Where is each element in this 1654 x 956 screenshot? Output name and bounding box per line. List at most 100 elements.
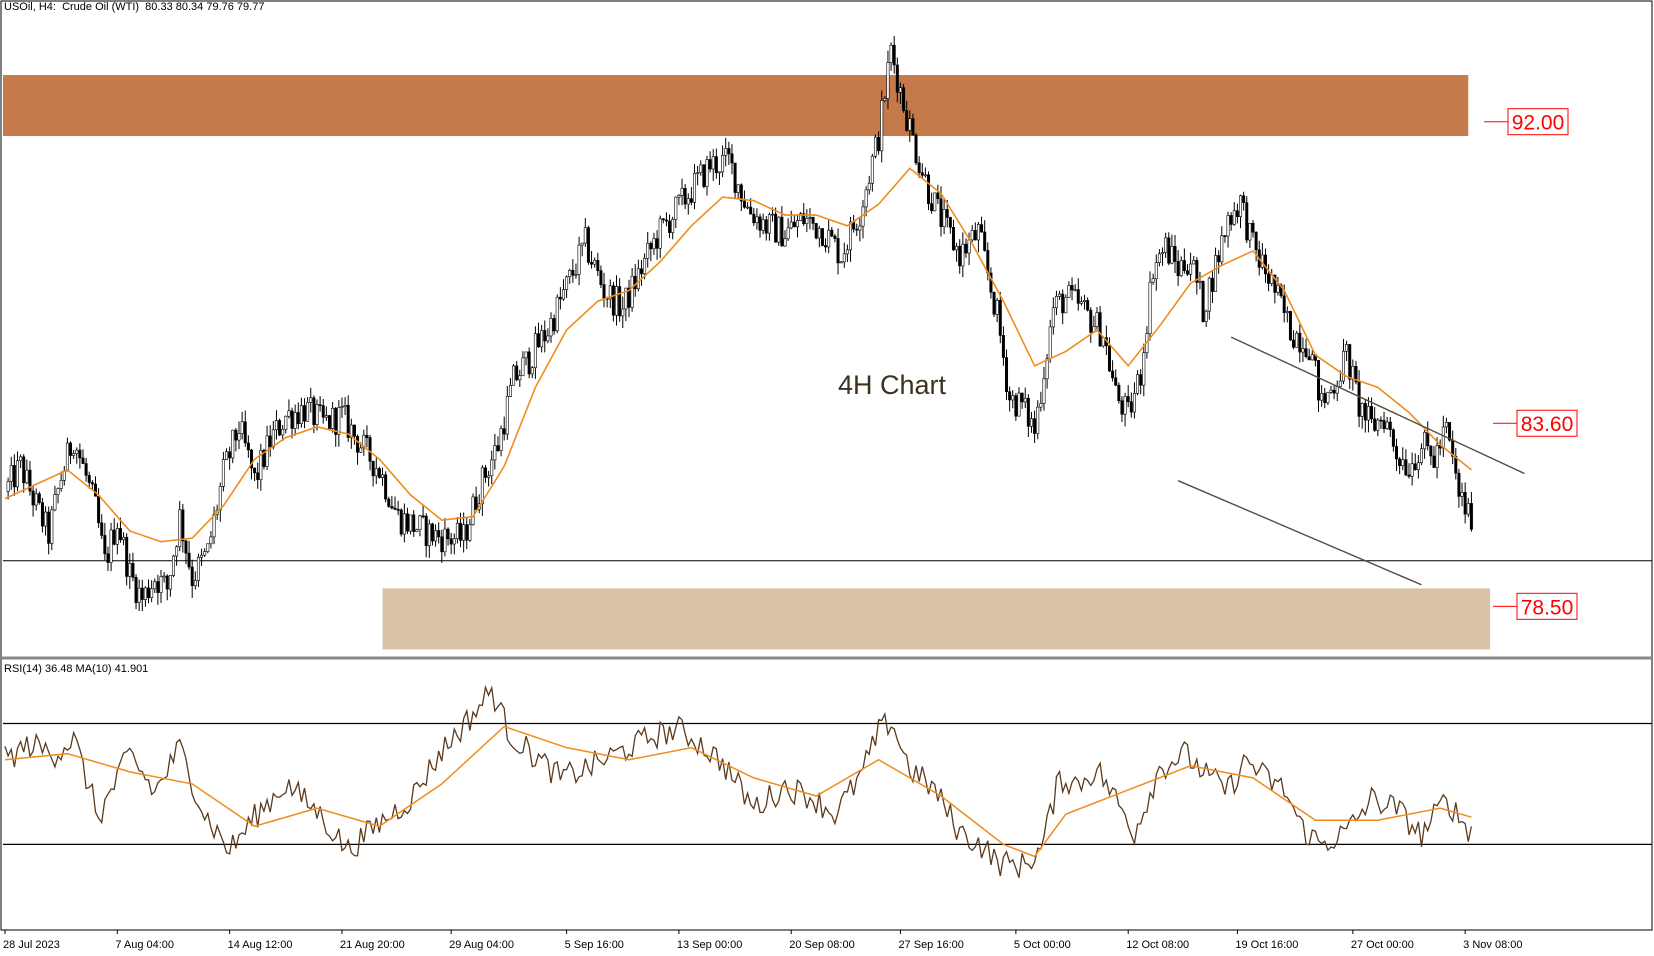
candle-body xyxy=(137,587,141,603)
candle-body xyxy=(1282,295,1286,313)
candle-body xyxy=(1132,392,1136,413)
candle-body xyxy=(1111,370,1115,379)
candle-body xyxy=(159,576,163,593)
candle-body xyxy=(524,351,528,359)
candle-body xyxy=(122,536,126,541)
candle-body xyxy=(802,213,806,224)
candle-body xyxy=(1033,418,1037,434)
candle-body xyxy=(1226,215,1230,237)
candle-body xyxy=(405,513,409,532)
x-tick-label: 12 Oct 08:00 xyxy=(1126,939,1189,951)
candle-body xyxy=(855,228,859,231)
candle-body xyxy=(1345,344,1349,352)
candle-body xyxy=(449,538,453,545)
candle-body xyxy=(487,475,491,478)
candle-body xyxy=(134,577,138,603)
candle-body xyxy=(615,286,619,316)
candle-body xyxy=(396,509,400,511)
candle-body xyxy=(749,206,753,215)
candle-body xyxy=(543,330,547,342)
candle-body xyxy=(1366,406,1370,421)
candle-body xyxy=(278,420,282,436)
candle-body xyxy=(303,405,307,422)
candle-body xyxy=(652,238,656,250)
rsi-line xyxy=(4,684,1473,878)
candle-body xyxy=(889,44,893,63)
candle-body xyxy=(1423,431,1427,450)
candle-body xyxy=(540,330,544,348)
candle-body xyxy=(97,495,101,524)
candle-body xyxy=(936,192,940,200)
candle-body xyxy=(1148,281,1152,334)
candle-body xyxy=(1129,401,1133,413)
candle-body xyxy=(530,367,534,375)
candle-body xyxy=(1457,472,1461,497)
candle-body xyxy=(1045,358,1049,380)
candle-body xyxy=(586,227,590,263)
candle-body xyxy=(253,467,257,474)
candle-body xyxy=(989,272,993,293)
candle-body xyxy=(1441,426,1445,449)
candle-body xyxy=(162,575,166,578)
candle-body xyxy=(1067,285,1071,298)
candle-body xyxy=(1017,392,1021,417)
candle-body xyxy=(633,275,637,290)
candle-body xyxy=(558,296,562,300)
candle-body xyxy=(1185,270,1189,275)
candle-body xyxy=(321,405,325,418)
candle-body xyxy=(28,469,32,492)
candle-body xyxy=(427,523,431,547)
candle-body xyxy=(296,412,300,425)
candle-body xyxy=(696,172,700,175)
candle-body xyxy=(1429,445,1433,457)
candle-body xyxy=(730,153,734,164)
candle-body xyxy=(742,200,746,208)
candle-body xyxy=(483,467,487,478)
candle-body xyxy=(702,164,706,187)
candle-body xyxy=(1419,448,1423,464)
candle-body xyxy=(1029,418,1033,427)
candle-body xyxy=(577,244,581,275)
candle-body xyxy=(1354,366,1358,383)
support-zone xyxy=(382,588,1491,650)
candle-body xyxy=(459,522,463,541)
candle-body xyxy=(661,218,665,221)
candle-body xyxy=(47,511,51,544)
candle-body xyxy=(190,566,194,587)
candle-body xyxy=(424,515,428,547)
channel-lower-line xyxy=(1177,480,1422,586)
candle-body xyxy=(786,227,790,240)
candle-body xyxy=(331,407,335,429)
candle-body xyxy=(90,482,94,485)
candle-body xyxy=(362,434,366,449)
candle-body xyxy=(106,553,110,563)
candle-body xyxy=(618,286,622,317)
candle-body xyxy=(437,530,441,538)
candle-body xyxy=(156,581,160,593)
candle-body xyxy=(493,445,497,461)
candle-body xyxy=(898,87,902,93)
symbol-info: USOil, H4: Crude Oil (WTI) 80.33 80.34 7… xyxy=(4,1,265,13)
candle-body xyxy=(571,269,575,276)
candle-body xyxy=(845,249,849,255)
candle-body xyxy=(976,224,980,241)
candle-body xyxy=(175,546,179,557)
candle-body xyxy=(87,475,91,483)
candle-body xyxy=(761,219,765,231)
candle-body xyxy=(1317,360,1321,401)
candle-body xyxy=(1448,422,1452,441)
candle-body xyxy=(655,238,659,249)
candle-body xyxy=(611,285,615,316)
candle-body xyxy=(849,221,853,251)
candle-body xyxy=(1245,202,1249,241)
candle-body xyxy=(1404,459,1408,476)
candle-body xyxy=(674,196,678,220)
candle-body xyxy=(1379,419,1383,422)
candle-body xyxy=(150,588,154,598)
candle-body xyxy=(1107,345,1111,372)
x-tick-label: 27 Oct 00:00 xyxy=(1351,939,1414,951)
candle-body xyxy=(1167,237,1171,264)
candle-body xyxy=(1195,260,1199,283)
candle-body xyxy=(1235,210,1239,217)
candle-body xyxy=(1126,396,1130,403)
